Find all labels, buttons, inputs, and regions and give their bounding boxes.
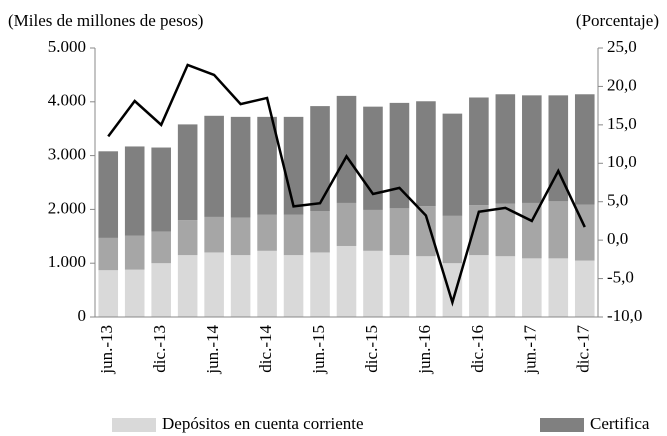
- bar-segment: [389, 255, 410, 317]
- bar-segment: [389, 102, 410, 209]
- bar-segment: [495, 256, 516, 317]
- bar-segment: [204, 216, 224, 253]
- bar-segment: [124, 146, 145, 236]
- bar-segment: [336, 245, 357, 317]
- bar-segment: [230, 116, 251, 218]
- bar-segment: [283, 116, 304, 215]
- bar-segment: [177, 220, 198, 256]
- bar-segment: [548, 201, 569, 259]
- y2-tick-label: 25,0: [607, 37, 637, 56]
- bar-segment: [310, 211, 330, 253]
- bar-segment: [204, 252, 224, 317]
- bar-segment: [522, 95, 542, 203]
- bar-segment: [574, 260, 595, 317]
- y2-axis-label: (Porcentaje): [576, 11, 659, 30]
- bar-segment: [469, 97, 489, 206]
- x-tick-label: jun.-15: [309, 325, 328, 375]
- bar-segment: [151, 231, 171, 264]
- bar-segment: [363, 209, 383, 251]
- legend-swatch: [540, 418, 584, 432]
- bar-segment: [336, 95, 357, 203]
- bar-segment: [98, 151, 119, 238]
- bar-segment: [416, 256, 436, 317]
- legend-swatch: [112, 418, 156, 432]
- x-tick-label: jun.-13: [97, 325, 116, 375]
- bar-segment: [442, 263, 463, 317]
- bar-segment: [495, 203, 516, 257]
- bar-segment: [257, 116, 277, 215]
- y-tick-label: 2.000: [48, 198, 86, 217]
- y2-tick-label: 15,0: [607, 114, 637, 133]
- legend-label: Depósitos en cuenta corriente: [162, 414, 364, 433]
- y2-tick-label: -10,0: [607, 306, 642, 325]
- bar-segment: [495, 94, 516, 204]
- bar-segment: [257, 214, 277, 251]
- line-series: [107, 63, 586, 307]
- x-tick-label: jun.-14: [203, 325, 222, 375]
- bar-segment: [416, 101, 436, 207]
- bar-segment: [522, 202, 542, 259]
- y-tick-label: 5.000: [48, 37, 86, 56]
- y2-tick-label: -5,0: [607, 267, 634, 286]
- bar-segment: [442, 113, 463, 216]
- bar-segment: [363, 250, 383, 317]
- y-axis-label: (Miles de millones de pesos): [8, 11, 203, 30]
- bar-segment: [389, 208, 410, 256]
- bar-segment: [124, 235, 145, 270]
- bar-segment: [230, 217, 251, 256]
- bar-segment: [548, 95, 569, 202]
- y2-tick-label: 10,0: [607, 152, 637, 171]
- x-tick-label: jun.-17: [521, 325, 540, 375]
- y-tick-label: 4.000: [48, 91, 86, 110]
- x-tick-label: dic.-14: [256, 325, 275, 373]
- legend-label: Certifica: [590, 414, 650, 433]
- bar-segment: [416, 206, 436, 257]
- bar-segment: [442, 215, 463, 264]
- x-tick-label: dic.-13: [150, 325, 169, 373]
- bar-segment: [522, 258, 542, 317]
- bar-segment: [151, 263, 171, 317]
- bar-segment: [310, 252, 330, 317]
- bar-segment: [574, 94, 595, 205]
- y-tick-label: 3.000: [48, 145, 86, 164]
- bar-segment: [469, 205, 489, 256]
- x-tick-label: dic.-16: [468, 325, 487, 373]
- y-tick-label: 1.000: [48, 252, 86, 271]
- bar-segment: [98, 237, 119, 271]
- bar-segment: [283, 255, 304, 317]
- bar-segment: [177, 255, 198, 317]
- bar-segment: [151, 147, 171, 232]
- bar-segment: [204, 115, 224, 217]
- bar-segment: [124, 269, 145, 317]
- y2-tick-label: 0,0: [607, 229, 628, 248]
- bar-segment: [257, 250, 277, 317]
- bar-segment: [177, 124, 198, 221]
- bar-segment: [469, 255, 489, 317]
- x-tick-label: dic.-15: [362, 325, 381, 373]
- bar-segment: [230, 255, 251, 317]
- y2-tick-label: 20,0: [607, 75, 637, 94]
- y2-tick-label: 5,0: [607, 191, 628, 210]
- bar-segment: [98, 270, 119, 317]
- bar-segment: [548, 258, 569, 317]
- y-tick-label: 0: [78, 306, 87, 325]
- bar-segment: [310, 106, 330, 212]
- x-tick-label: dic.-17: [574, 325, 593, 373]
- bar-segment: [363, 106, 383, 210]
- bar-segment: [336, 202, 357, 246]
- x-tick-label: jun.-16: [415, 325, 434, 375]
- bar-segment: [283, 214, 304, 256]
